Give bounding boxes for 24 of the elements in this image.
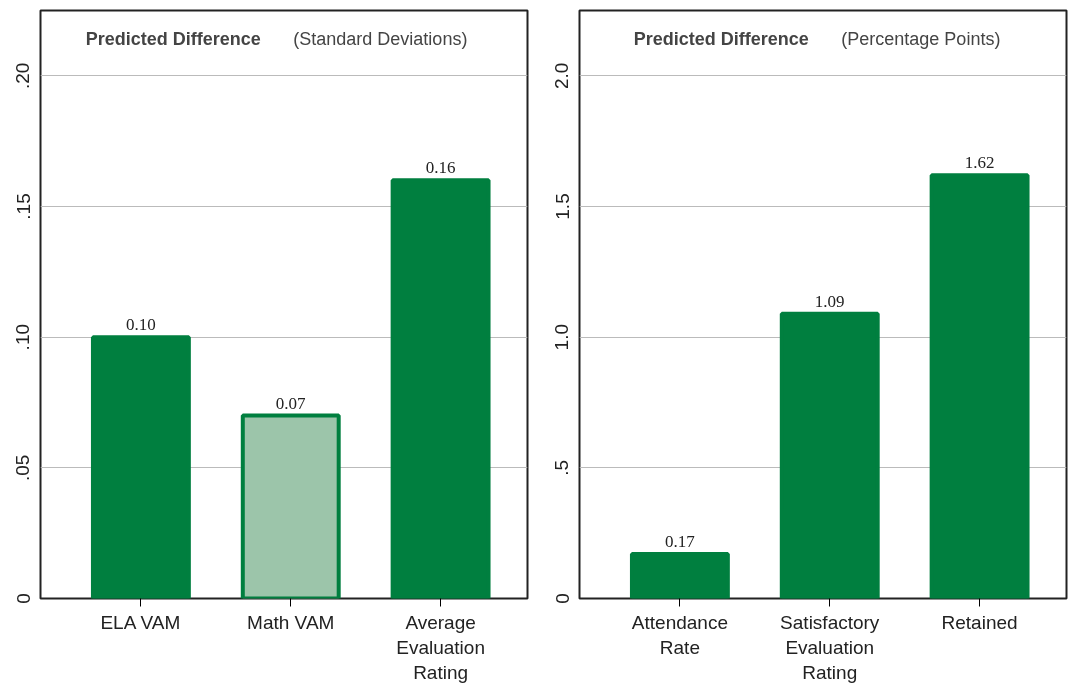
x-tick-label: Math VAM <box>247 611 335 633</box>
y-tick-label: 2.0 <box>551 62 573 90</box>
data-label: 0.17 <box>665 532 696 552</box>
data-label: 0.16 <box>425 158 456 178</box>
x-tick-label: ELA VAM <box>100 611 181 633</box>
y-tick-label: 1.5 <box>551 193 573 220</box>
data-label: 1.62 <box>964 153 995 173</box>
y-tick-label: .5 <box>551 459 573 476</box>
y-tick-label: .05 <box>12 454 34 482</box>
x-tick-label: Satisfactory Evaluation Rating <box>780 611 880 683</box>
chart-title: Predicted Difference (Standard Deviations) <box>85 28 468 49</box>
y-tick-label: 0 <box>12 593 34 604</box>
data-label: 0.07 <box>275 393 307 413</box>
y-tick-label: 0 <box>551 593 573 604</box>
data-label: 1.09 <box>814 291 845 311</box>
chart-title: Predicted Difference (Percentage Points) <box>633 28 1001 49</box>
y-tick-label: .20 <box>12 62 34 90</box>
y-tick-label: .15 <box>12 193 34 220</box>
x-tick-label: Retained <box>941 611 1018 633</box>
x-tick-label: Average Evaluation Rating <box>396 611 485 683</box>
x-tick-label: Attendance Rate <box>631 611 728 658</box>
data-label: 0.10 <box>126 315 156 335</box>
y-tick-label: .10 <box>12 323 34 351</box>
y-tick-label: 1.0 <box>551 323 573 351</box>
